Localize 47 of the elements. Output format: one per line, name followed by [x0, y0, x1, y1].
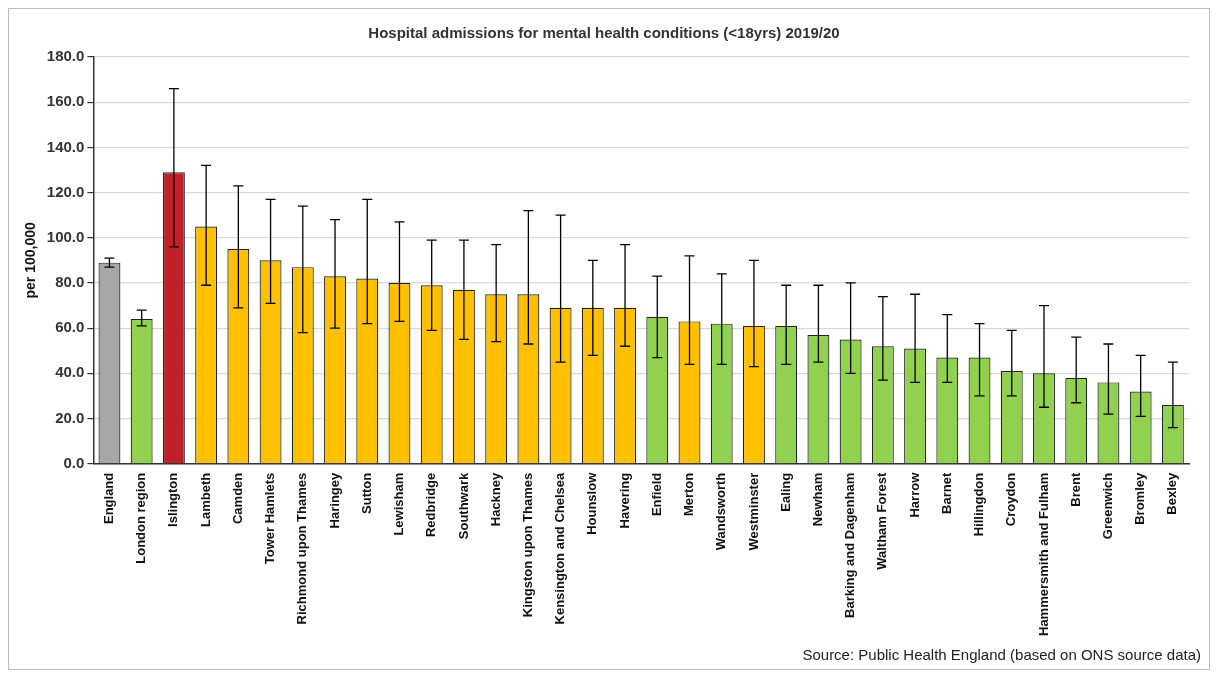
- x-tick-label: Merton: [681, 472, 697, 517]
- y-tick-label: 140.0: [46, 137, 85, 155]
- x-tick-label: Tower Hamlets: [262, 472, 278, 565]
- y-tick-label: 120.0: [46, 182, 85, 200]
- x-tick-label: Greenwich: [1100, 472, 1116, 540]
- x-tick-label: Croydon: [1003, 472, 1019, 527]
- x-tick-label: Southwark: [455, 471, 471, 540]
- x-tick-label: Brent: [1067, 472, 1083, 507]
- y-tick-label: 0.0: [63, 453, 85, 471]
- y-tick-label: 160.0: [46, 92, 85, 110]
- x-tick-label: Kingston upon Thames: [519, 472, 535, 618]
- y-tick-label: 40.0: [55, 363, 85, 381]
- x-tick-label: Bromley: [1132, 471, 1148, 525]
- x-tick-label: Barnet: [938, 472, 954, 514]
- x-tick-label: Waltham Forest: [874, 472, 890, 570]
- x-tick-label: Kensington and Chelsea: [552, 471, 568, 625]
- x-tick-label: Islington: [165, 472, 181, 527]
- x-tick-label: England: [101, 472, 117, 525]
- x-tick-label: Hillingdon: [971, 472, 987, 537]
- source-note: Source: Public Health England (based on ONS source data): [802, 645, 1201, 663]
- x-tick-label: Lewisham: [391, 472, 407, 536]
- y-axis-title: per 100,000: [22, 222, 39, 299]
- y-tick-label: 100.0: [46, 227, 85, 245]
- x-tick-label: Wandsworth: [713, 472, 729, 551]
- x-tick-label: Harrow: [906, 471, 922, 518]
- x-tick-label: Haringey: [326, 471, 342, 529]
- x-tick-label: Enfield: [648, 472, 664, 517]
- x-tick-label: Sutton: [358, 472, 374, 514]
- x-tick-label: Westminster: [745, 472, 761, 551]
- x-tick-label: Hackney: [487, 471, 503, 527]
- x-tick-label: Havering: [616, 472, 632, 529]
- x-tick-label: Lambeth: [197, 472, 213, 527]
- x-tick-label: Bexley: [1164, 471, 1180, 515]
- x-tick-label: Barking and Dagenham: [842, 472, 858, 618]
- x-tick-label: Ealing: [777, 472, 793, 512]
- x-tick-label: Newham: [809, 472, 825, 527]
- chart-title: Hospital admissions for mental health conditions (<18yrs) 2019/20: [368, 24, 840, 42]
- x-tick-label: Hounslow: [584, 471, 600, 535]
- x-tick-label: London region: [133, 472, 149, 564]
- x-tick-label: Hammersmith and Fulham: [1035, 472, 1051, 637]
- y-tick-label: 60.0: [55, 318, 85, 336]
- x-tick-label: Richmond upon Thames: [294, 472, 310, 625]
- y-tick-label: 180.0: [46, 47, 85, 65]
- y-tick-label: 80.0: [55, 273, 85, 291]
- x-tick-label: Redbridge: [423, 472, 439, 538]
- y-tick-label: 20.0: [55, 408, 85, 426]
- x-tick-label: Camden: [229, 472, 245, 525]
